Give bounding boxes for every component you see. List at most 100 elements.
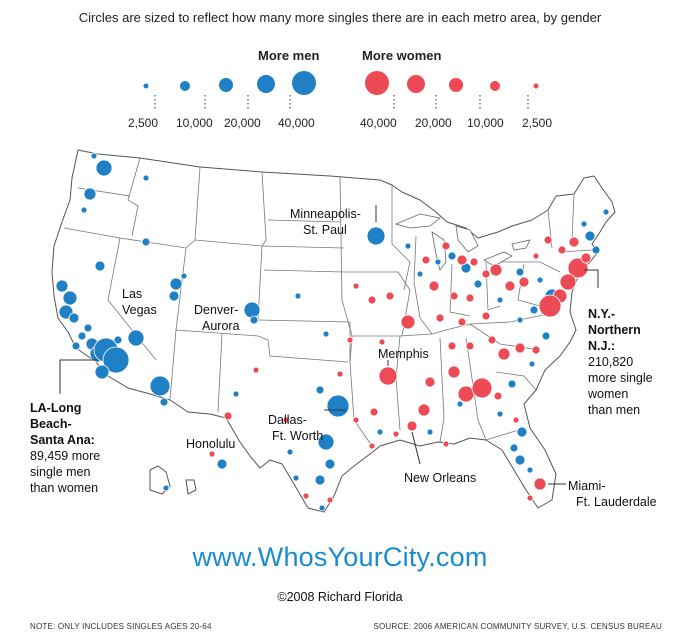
women-circle-nj <box>559 273 577 291</box>
men-circle-shreveport <box>376 428 384 436</box>
legend-tick-lines <box>154 95 529 110</box>
men-circle-toledo <box>473 279 483 289</box>
women-circle-vermont <box>543 235 553 245</box>
men-circle-honolulu <box>216 458 228 470</box>
men-circle-sf-north <box>55 279 69 293</box>
women-circle-mcallen <box>302 492 310 500</box>
legend-circle-women-2500 <box>533 83 539 89</box>
label-denver: Denver- Aurora <box>194 303 240 333</box>
men-circle-columbus <box>496 296 504 304</box>
men-circle-tucson <box>159 397 169 407</box>
men-circle-jacksonville <box>496 410 504 418</box>
women-circle-montgomery <box>417 403 431 417</box>
women-metro-circles <box>208 235 592 504</box>
women-circle-louisville <box>457 317 467 327</box>
women-circle-new-orleans <box>406 420 418 432</box>
women-circle-miami <box>533 477 547 491</box>
women-circle-pittsburgh <box>504 280 516 292</box>
men-circle-portland-me <box>602 208 610 216</box>
legend-circle-women-30000 <box>407 75 425 93</box>
legend-circle-women-20000 <box>449 78 463 92</box>
men-circle-tampa <box>509 443 519 453</box>
label-new-orleans: New Orleans <box>404 471 477 485</box>
women-circle-kc <box>367 295 377 305</box>
men-circle-bellingham <box>90 152 98 160</box>
men-circle-elpaso <box>232 390 240 398</box>
women-circle-topeka <box>346 336 354 344</box>
men-circle-bakersfield <box>77 331 87 341</box>
great-lakes <box>394 213 531 271</box>
men-circle-riverside-north <box>113 335 123 345</box>
legend-women-40000: 40,000 <box>360 116 397 130</box>
men-circle-milwaukee <box>434 258 442 266</box>
legend-circle-women-10000 <box>490 81 500 91</box>
legend-men-40000: 40,000 <box>278 116 315 130</box>
legend-circle-men-20000 <box>219 78 233 92</box>
legend-circle-men-40000 <box>292 71 316 95</box>
men-circle-salt-lake <box>169 277 183 291</box>
men-circle-san-antonio <box>314 474 326 486</box>
map-subtitle: Circles are sized to reflect how many mo… <box>78 10 602 25</box>
men-circle-hawaii <box>162 484 170 492</box>
men-circle-rapid <box>294 292 302 300</box>
label-dallas: Dallas- Ft. Worth <box>268 413 324 443</box>
website-link[interactable]: www.WhosYourCity.com <box>192 542 488 572</box>
women-circle-nashville <box>465 341 475 351</box>
callout-lines <box>59 205 599 485</box>
men-circle-salem <box>80 206 88 214</box>
men-circle-reno <box>94 260 106 272</box>
legend-circle-men-2500 <box>143 83 149 89</box>
men-circle-fortmyers <box>514 454 526 466</box>
label-la-callout: LA-Long Beach- Santa Ana: 89,459 more si… <box>30 401 101 495</box>
men-circle-madison <box>416 270 424 278</box>
men-circle-colorado-springs <box>249 315 259 325</box>
men-circle-mobile <box>426 428 434 436</box>
legend-men-2500: 2,500 <box>128 116 159 130</box>
men-circle-phoenix <box>149 375 171 397</box>
women-circle-homestead <box>526 494 534 502</box>
women-circle-cleveland <box>489 263 503 277</box>
women-circle-omaha <box>352 282 360 290</box>
legend-more-women-label: More women <box>362 48 442 63</box>
men-circle-norfolk <box>541 331 551 341</box>
men-circle-sf <box>62 290 78 306</box>
women-circle-lubbock <box>223 411 233 421</box>
men-circle-orlando <box>516 426 528 438</box>
men-circle-manchester <box>580 220 588 228</box>
men-circle-dallas <box>326 394 350 418</box>
men-circle-birmingham <box>456 400 464 408</box>
men-circle-ogden <box>180 272 188 280</box>
women-circle-knoxville <box>487 335 497 345</box>
women-circle-ny <box>567 257 589 279</box>
men-circle-syracuse <box>536 276 544 284</box>
label-memphis: Memphis <box>378 347 429 361</box>
men-circle-spokane <box>142 174 150 182</box>
men-circle-la-east <box>102 346 130 374</box>
men-circle-wilmington <box>528 360 536 368</box>
men-circle-minneapolis <box>366 226 386 246</box>
label-las-vegas: Las Vegas <box>122 287 157 317</box>
women-circle-springfield <box>378 338 386 346</box>
women-circle-jackson <box>424 376 436 388</box>
source-note: SOURCE: 2006 AMERICAN COMMUNITY SURVEY, … <box>373 622 662 631</box>
copyright: ©2008 Richard Florida <box>277 590 403 604</box>
legend-women-2500: 2,500 <box>522 116 553 130</box>
men-circle-corpus <box>318 504 326 512</box>
legend-more-men-label: More men <box>258 48 320 63</box>
women-circle-raleigh <box>514 342 526 354</box>
men-circle-richmond <box>516 316 524 324</box>
women-circle-atlanta-west <box>457 385 475 403</box>
women-circle-chattanooga <box>447 341 457 351</box>
women-circle-scranton <box>518 276 530 288</box>
men-circle-naples <box>526 466 534 474</box>
women-circle-elpaso-south <box>208 450 216 458</box>
men-circle-houston <box>317 433 335 451</box>
men-circle-odessa <box>286 448 294 456</box>
women-circle-daytona <box>512 416 520 424</box>
men-circle-seattle <box>95 159 113 177</box>
women-circle-albany <box>557 245 567 255</box>
legend-women-10000: 10,000 <box>467 116 504 130</box>
women-circle-green-bay <box>421 255 431 265</box>
men-circle-provo <box>168 290 180 302</box>
women-circle-atlanta <box>471 377 493 399</box>
